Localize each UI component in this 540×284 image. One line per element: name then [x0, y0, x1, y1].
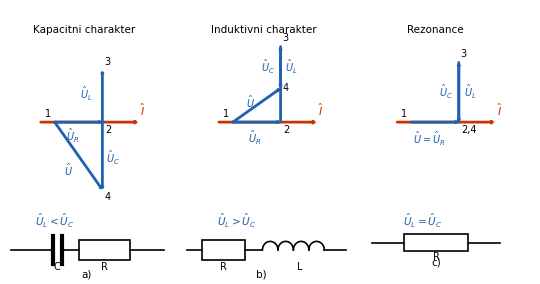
Text: c): c)	[431, 258, 441, 268]
Text: 2: 2	[283, 125, 289, 135]
Text: b): b)	[255, 269, 266, 279]
Text: Kapacitni charakter: Kapacitni charakter	[33, 25, 135, 35]
Text: 1: 1	[223, 109, 229, 119]
Text: a): a)	[82, 269, 92, 279]
Text: Induktivni charakter: Induktivni charakter	[211, 25, 316, 35]
Text: Rezonance: Rezonance	[407, 25, 464, 35]
Text: $\hat{U}_L$: $\hat{U}_L$	[80, 84, 92, 103]
Text: $\hat{U}_C$: $\hat{U}_C$	[106, 149, 120, 167]
Text: 4: 4	[283, 83, 289, 93]
Text: $\hat{U}_C$: $\hat{U}_C$	[439, 83, 453, 101]
Text: $\hat{U}_R$: $\hat{U}_R$	[66, 127, 79, 145]
Text: $\hat{I}$: $\hat{I}$	[319, 102, 324, 118]
Text: 2: 2	[105, 125, 111, 135]
Bar	[404, 234, 468, 251]
Text: R: R	[433, 252, 440, 262]
Text: $\hat{U}_L$: $\hat{U}_L$	[463, 83, 476, 101]
Text: $\hat{I}$: $\hat{I}$	[140, 102, 146, 118]
Text: 2,4: 2,4	[461, 125, 477, 135]
Text: C: C	[54, 262, 60, 272]
Bar	[78, 240, 130, 260]
Text: $\hat{U}$: $\hat{U}$	[64, 162, 73, 178]
Text: 1: 1	[45, 109, 51, 119]
Text: $\hat{U}_L < \hat{U}_C$: $\hat{U}_L < \hat{U}_C$	[35, 212, 75, 230]
Text: $\hat{U}=\hat{U}_R$: $\hat{U}=\hat{U}_R$	[413, 130, 445, 148]
Text: 3: 3	[104, 57, 111, 67]
Text: 1: 1	[401, 109, 407, 119]
Text: $\hat{U}_L$: $\hat{U}_L$	[285, 58, 298, 76]
Text: L: L	[297, 262, 302, 272]
Text: 4: 4	[105, 192, 111, 202]
Text: $\hat{U}_R$: $\hat{U}_R$	[248, 129, 261, 147]
Text: 3: 3	[461, 49, 467, 59]
Text: $\hat{U}_L > \hat{U}_C$: $\hat{U}_L > \hat{U}_C$	[217, 212, 256, 230]
Text: R: R	[220, 262, 227, 272]
Text: R: R	[100, 262, 107, 272]
Text: $\hat{I}$: $\hat{I}$	[497, 102, 502, 118]
Text: $\hat{U}_L = \hat{U}_C$: $\hat{U}_L = \hat{U}_C$	[403, 212, 443, 230]
Text: $\hat{U}$: $\hat{U}$	[246, 94, 255, 110]
Bar	[202, 240, 246, 260]
Text: $\hat{U}_C$: $\hat{U}_C$	[261, 58, 275, 76]
Text: 3: 3	[282, 34, 289, 43]
